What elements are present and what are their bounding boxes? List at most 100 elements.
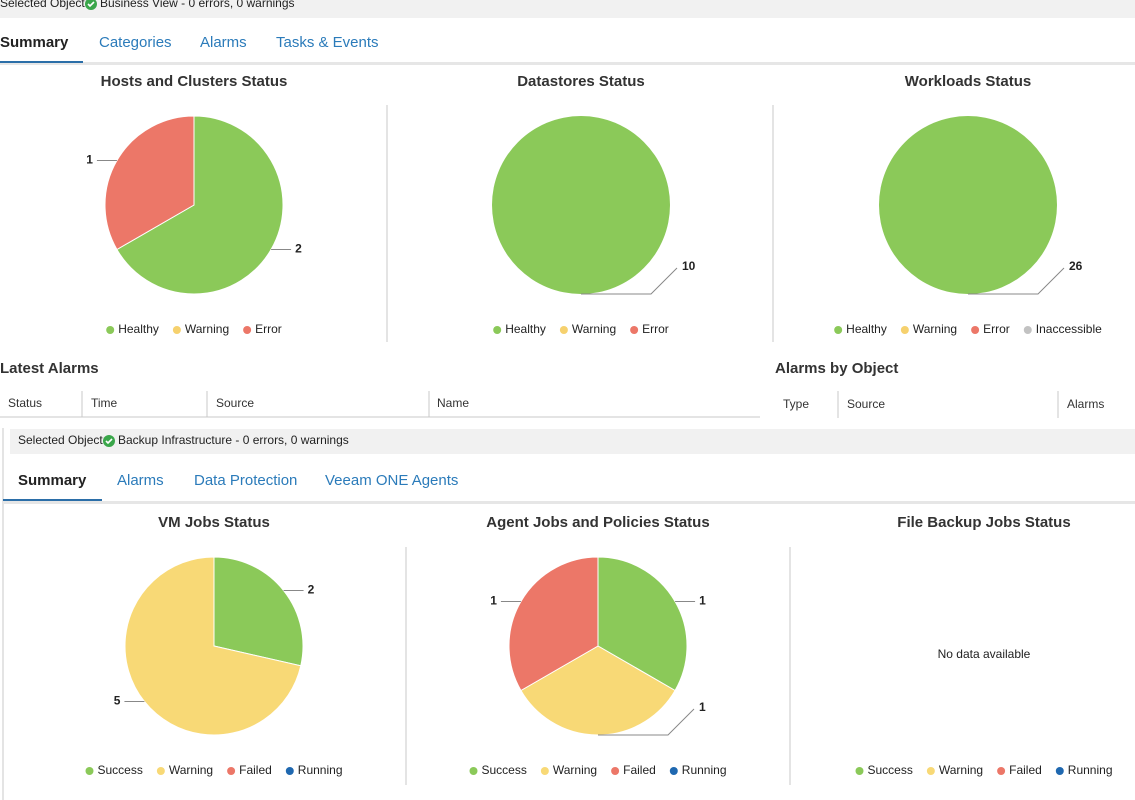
legend: Success Warning Failed Running bbox=[469, 763, 727, 777]
column-header: Status bbox=[8, 396, 42, 410]
legend-label: Warning bbox=[185, 322, 229, 336]
value-label: 2 bbox=[308, 583, 315, 597]
legend-swatch bbox=[493, 326, 502, 334]
legend-swatch bbox=[540, 767, 549, 775]
ok-icon bbox=[103, 435, 115, 447]
legend-swatch bbox=[285, 767, 294, 775]
legend-label: Success bbox=[98, 763, 143, 777]
legend-label: Running bbox=[1068, 763, 1113, 777]
chart-title: File Backup Jobs Status bbox=[897, 514, 1070, 531]
value-label: 5 bbox=[114, 694, 121, 708]
legend-swatch bbox=[611, 767, 620, 775]
legend-swatch bbox=[926, 767, 935, 775]
legend-label: Error bbox=[642, 322, 669, 336]
selected-label: Selected Object: bbox=[0, 0, 88, 10]
chart-title: Datastores Status bbox=[517, 73, 645, 90]
section-title: Alarms by Object bbox=[775, 360, 898, 377]
pie-slice bbox=[879, 116, 1057, 294]
legend-label: Error bbox=[983, 322, 1010, 336]
legend-label: Healthy bbox=[505, 322, 546, 336]
value-label: 1 bbox=[86, 153, 93, 167]
legend-swatch bbox=[855, 767, 864, 775]
legend-label: Success bbox=[482, 763, 527, 777]
legend-swatch bbox=[1023, 326, 1032, 334]
pie-slice bbox=[492, 116, 670, 294]
legend-swatch bbox=[227, 767, 236, 775]
status-bar bbox=[10, 429, 1135, 454]
tab[interactable]: Alarms bbox=[117, 472, 164, 489]
legend-label: Failed bbox=[239, 763, 272, 777]
tab[interactable]: Summary bbox=[18, 472, 87, 489]
legend-swatch bbox=[106, 326, 115, 334]
value-label: 10 bbox=[682, 259, 696, 273]
ok-icon bbox=[85, 0, 97, 10]
legend-label: Running bbox=[298, 763, 343, 777]
chart-title: Workloads Status bbox=[905, 73, 1031, 90]
legend-swatch bbox=[669, 767, 678, 775]
legend-label: Healthy bbox=[846, 322, 887, 336]
value-label: 1 bbox=[490, 594, 497, 608]
leader-line bbox=[598, 708, 695, 736]
leader-line bbox=[968, 267, 1065, 295]
legend-label: Success bbox=[868, 763, 913, 777]
tab[interactable]: Veeam ONE Agents bbox=[325, 472, 458, 489]
chart-title: Hosts and Clusters Status bbox=[101, 73, 288, 90]
selected-text: Backup Infrastructure - 0 errors, 0 warn… bbox=[118, 433, 349, 447]
status-bar bbox=[0, 0, 1135, 18]
legend-swatch bbox=[971, 326, 980, 334]
legend-label: Inaccessible bbox=[1036, 322, 1102, 336]
legend-swatch bbox=[85, 767, 94, 775]
empty-message: No data available bbox=[938, 647, 1031, 661]
column-header: Time bbox=[91, 396, 118, 410]
legend-swatch bbox=[156, 767, 165, 775]
pie-slice bbox=[104, 115, 195, 251]
tab[interactable]: Summary bbox=[0, 34, 69, 51]
section-title: Latest Alarms bbox=[0, 360, 99, 377]
pie-slice bbox=[124, 556, 302, 736]
legend: Success Warning Failed Running bbox=[855, 763, 1113, 777]
value-label: 26 bbox=[1069, 259, 1083, 273]
tab-divider bbox=[0, 62, 1135, 65]
legend-label: Warning bbox=[553, 763, 597, 777]
legend-label: Healthy bbox=[118, 322, 159, 336]
legend-label: Warning bbox=[939, 763, 983, 777]
column-header: Alarms bbox=[1067, 397, 1104, 411]
tab-underline bbox=[3, 499, 102, 501]
value-label: 2 bbox=[295, 242, 302, 256]
legend-swatch bbox=[469, 767, 478, 775]
legend-label: Failed bbox=[623, 763, 656, 777]
tab-underline bbox=[0, 61, 83, 63]
value-label: 1 bbox=[699, 594, 706, 608]
legend-label: Warning bbox=[913, 322, 957, 336]
column-header: Source bbox=[847, 397, 885, 411]
tab[interactable]: Alarms bbox=[200, 34, 247, 51]
legend-label: Warning bbox=[572, 322, 616, 336]
legend-label: Failed bbox=[1009, 763, 1042, 777]
chart-title: Agent Jobs and Policies Status bbox=[486, 514, 709, 531]
legend-swatch bbox=[559, 326, 568, 334]
pie-slice bbox=[213, 556, 304, 667]
legend-swatch bbox=[243, 326, 252, 334]
pie-slice bbox=[508, 556, 599, 692]
pie-slice bbox=[597, 556, 688, 692]
tab[interactable]: Categories bbox=[99, 34, 172, 51]
legend-swatch bbox=[900, 326, 909, 334]
tab[interactable]: Data Protection bbox=[194, 472, 297, 489]
legend-swatch bbox=[834, 326, 843, 334]
legend: Success Warning Failed Running bbox=[85, 763, 343, 777]
tab[interactable]: Tasks & Events bbox=[276, 34, 379, 51]
legend-swatch bbox=[997, 767, 1006, 775]
column-header: Name bbox=[437, 396, 469, 410]
selected-label: Selected Object: bbox=[18, 433, 106, 447]
legend-label: Running bbox=[682, 763, 727, 777]
legend-label: Error bbox=[255, 322, 282, 336]
legend-swatch bbox=[1055, 767, 1064, 775]
column-header: Source bbox=[216, 396, 254, 410]
legend: Healthy Warning Error bbox=[106, 322, 282, 336]
selected-text: Business View - 0 errors, 0 warnings bbox=[100, 0, 295, 10]
value-label: 1 bbox=[699, 700, 706, 714]
legend-swatch bbox=[630, 326, 639, 334]
tab-divider bbox=[3, 501, 1135, 504]
legend-swatch bbox=[172, 326, 181, 334]
